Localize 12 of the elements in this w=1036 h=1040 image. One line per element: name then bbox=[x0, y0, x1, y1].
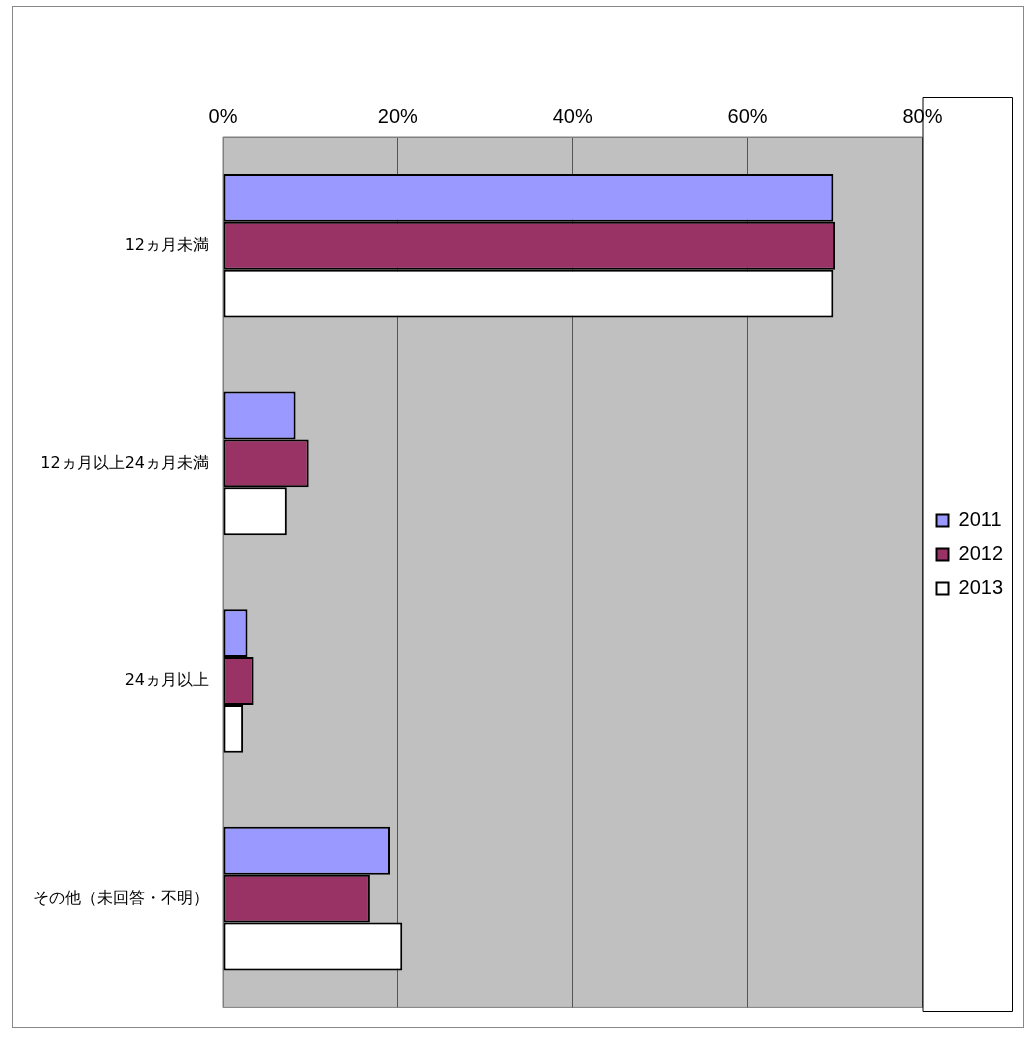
y-tick-label: 24ヵ月以上 bbox=[124, 670, 209, 690]
x-tick-label: 20% bbox=[377, 104, 419, 127]
y-tick-label: 12ヵ月未満 bbox=[124, 234, 209, 254]
x-tick-label: 40% bbox=[552, 104, 593, 127]
legend-label: 2012 bbox=[958, 542, 1004, 565]
y-tick-label: その他（未回答・不明） bbox=[33, 887, 209, 907]
legend-label: 2011 bbox=[958, 508, 1002, 531]
legend-label: 2013 bbox=[958, 576, 1004, 599]
x-tick-label: 80% bbox=[902, 104, 943, 127]
y-tick-label: 12ヵ月以上24ヵ月未満 bbox=[40, 452, 209, 472]
x-tick-label: 0% bbox=[208, 104, 238, 127]
x-tick-label: 60% bbox=[727, 104, 768, 127]
